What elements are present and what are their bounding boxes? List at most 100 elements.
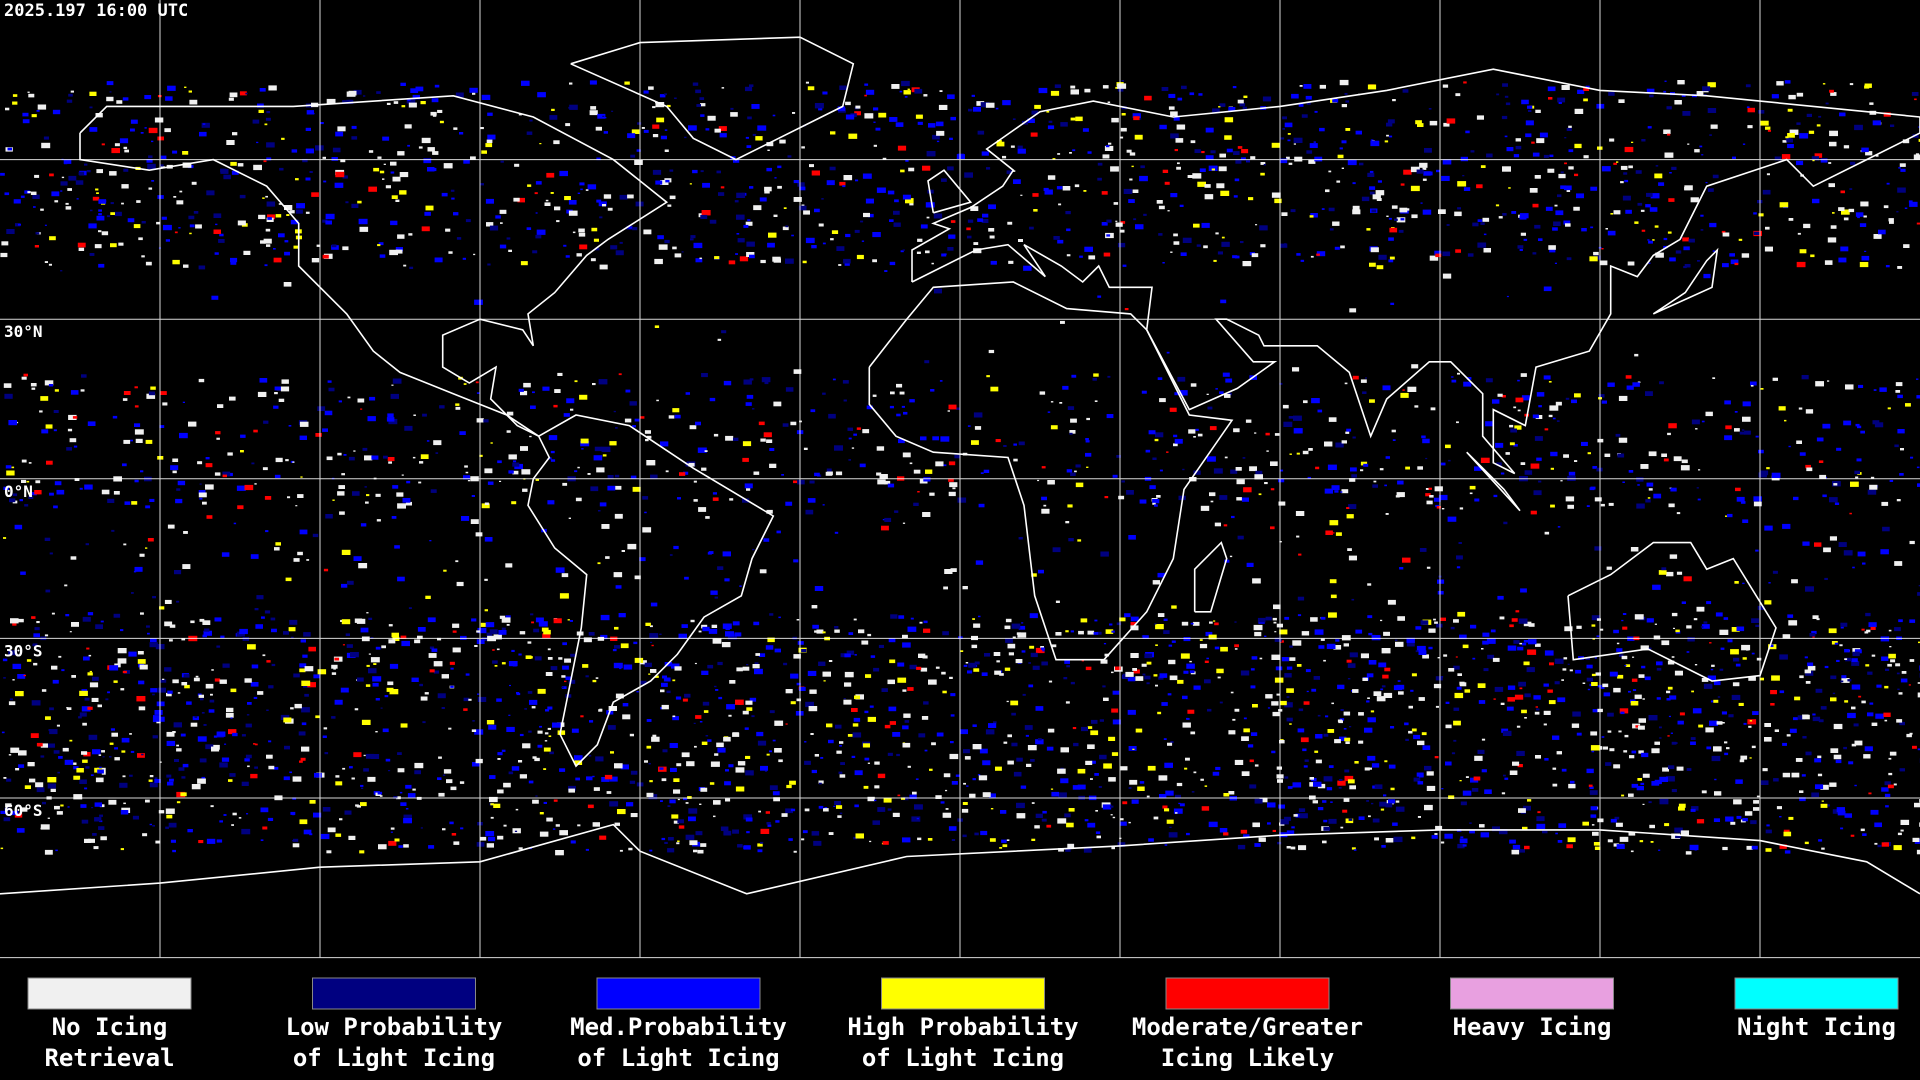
- icing-cell: [793, 197, 802, 202]
- icing-cell: [1731, 694, 1741, 700]
- icing-cell: [1008, 260, 1014, 264]
- icing-cell: [1669, 172, 1672, 174]
- icing-cell: [1771, 675, 1780, 681]
- icing-cell: [53, 750, 60, 754]
- icing-cell: [358, 563, 368, 569]
- icing-cell: [1334, 490, 1339, 493]
- icing-cell: [1270, 526, 1275, 530]
- icing-cell: [1337, 780, 1346, 786]
- icing-cell: [156, 701, 165, 707]
- icing-cell: [1618, 730, 1622, 733]
- icing-cell: [1843, 746, 1847, 750]
- icing-cell: [299, 760, 303, 763]
- icing-cell: [701, 741, 708, 745]
- icing-cell: [724, 781, 731, 786]
- icing-cell: [263, 238, 272, 244]
- icing-cell: [201, 776, 206, 780]
- icing-cell: [1589, 790, 1598, 795]
- icing-cell: [1881, 501, 1889, 506]
- icing-cell: [1818, 719, 1824, 723]
- icing-cell: [773, 258, 781, 263]
- icing-cell: [1155, 624, 1164, 630]
- icing-cell: [1348, 555, 1357, 561]
- icing-cell: [603, 194, 612, 199]
- icing-cell: [697, 447, 707, 453]
- icing-cell: [1368, 632, 1373, 636]
- icing-cell: [1115, 86, 1119, 89]
- icing-cell: [1473, 776, 1481, 781]
- icing-cell: [649, 625, 653, 628]
- icing-cell: [1247, 744, 1254, 748]
- icing-cell: [1324, 441, 1333, 447]
- icing-cell: [1557, 194, 1562, 198]
- icing-cell: [1828, 162, 1832, 164]
- icing-cell: [1130, 625, 1139, 631]
- icing-cell: [64, 759, 74, 765]
- icing-cell: [557, 730, 566, 735]
- coastlines: [0, 36, 1920, 895]
- icing-cell: [98, 230, 102, 233]
- icing-cell: [333, 668, 336, 670]
- icing-cell: [749, 378, 754, 381]
- icing-cell: [1791, 579, 1798, 584]
- icing-cell: [1457, 207, 1461, 210]
- icing-cell: [1272, 829, 1276, 832]
- icing-cell: [769, 448, 775, 451]
- icing-cell: [1916, 849, 1920, 855]
- icing-cell: [1220, 190, 1230, 196]
- icing-cell: [950, 220, 956, 223]
- icing-cell: [18, 223, 21, 226]
- icing-cell: [1159, 673, 1168, 678]
- icing-cell: [1829, 497, 1838, 503]
- icing-cell: [265, 228, 271, 232]
- icing-cell: [80, 804, 87, 808]
- icing-cell: [1506, 706, 1514, 711]
- icing-cell: [1806, 113, 1812, 117]
- icing-cell: [1070, 418, 1077, 423]
- icing-cell: [831, 230, 839, 234]
- icing-cell: [1515, 610, 1520, 613]
- icing-cell: [974, 832, 979, 836]
- icing-cell: [1079, 255, 1083, 258]
- icing-cell: [1211, 168, 1215, 171]
- icing-cell: [614, 474, 620, 478]
- icing-cell: [591, 227, 598, 232]
- icing-cell: [145, 505, 151, 509]
- icing-cell: [851, 755, 856, 758]
- icing-cell: [459, 781, 465, 784]
- icing-cell: [78, 171, 85, 176]
- icing-cell: [1371, 634, 1376, 638]
- icing-cell: [909, 399, 915, 403]
- icing-cell: [230, 688, 237, 693]
- icing-cell: [650, 474, 658, 480]
- icing-cell: [483, 419, 489, 423]
- icing-cell: [1504, 135, 1508, 138]
- icing-cell: [1004, 625, 1011, 630]
- icing-cell: [907, 687, 914, 691]
- icing-cell: [1028, 662, 1031, 664]
- icing-cell: [486, 843, 494, 848]
- icing-cell: [36, 110, 40, 112]
- icing-cell: [1214, 622, 1219, 626]
- icing-cell: [1193, 685, 1201, 690]
- icing-cell: [1696, 91, 1704, 96]
- icing-cell: [145, 799, 150, 803]
- icing-cell: [172, 849, 176, 853]
- icing-cell: [1843, 145, 1850, 149]
- icing-cell: [887, 808, 892, 811]
- icing-cell: [712, 497, 719, 501]
- icing-cell: [211, 746, 220, 752]
- icing-cell: [730, 107, 734, 110]
- icing-cell: [1112, 690, 1120, 695]
- icing-cell: [1850, 161, 1856, 165]
- icing-cell: [1535, 755, 1541, 759]
- icing-cell: [1558, 102, 1562, 104]
- icing-cell: [901, 797, 906, 800]
- icing-cell: [1224, 394, 1231, 398]
- icing-cell: [486, 139, 493, 143]
- icing-cell: [1802, 736, 1807, 739]
- icing-cell: [772, 791, 780, 796]
- icing-cell: [381, 645, 386, 649]
- icing-cell: [1280, 243, 1288, 248]
- icing-cell: [1073, 742, 1079, 747]
